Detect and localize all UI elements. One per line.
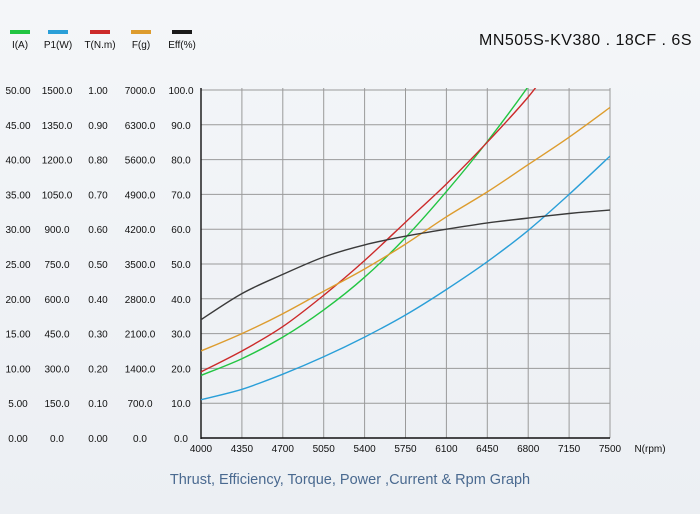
x-tick-label: 6800: [517, 444, 540, 455]
x-tick-label: 4350: [231, 444, 254, 455]
y-tick-label-current: 10.00: [5, 364, 30, 375]
y-tick-label-power: 300.0: [44, 364, 69, 375]
y-tick-label-power: 1050.0: [42, 190, 73, 201]
y-tick-label-efficiency: 70.0: [171, 190, 191, 201]
x-tick-label: 4700: [272, 444, 295, 455]
x-tick-label: 6450: [476, 444, 499, 455]
y-tick-label-power: 1350.0: [42, 121, 73, 132]
y-tick-label-thrust: 3500.0: [125, 260, 156, 271]
series-line-current: [201, 88, 528, 377]
y-tick-label-torque: 1.00: [88, 86, 108, 97]
grid: [200, 88, 611, 439]
series-line-thrust: [201, 106, 610, 352]
y-tick-label-power: 1500.0: [42, 86, 73, 97]
y-tick-label-efficiency: 30.0: [171, 330, 191, 341]
y-tick-label-thrust: 0.0: [133, 434, 147, 445]
y-tick-label-efficiency: 60.0: [171, 225, 191, 236]
y-tick-label-current: 25.00: [5, 260, 30, 271]
y-tick-label-efficiency: 10.0: [171, 399, 191, 410]
y-tick-label-torque: 0.50: [88, 260, 108, 271]
y-tick-label-thrust: 1400.0: [125, 364, 156, 375]
y-tick-label-efficiency: 20.0: [171, 364, 191, 375]
y-tick-label-torque: 0.10: [88, 399, 108, 410]
y-tick-label-power: 450.0: [44, 330, 69, 341]
y-tick-label-current: 40.00: [5, 156, 30, 167]
legend-swatch-thrust: [131, 30, 151, 34]
x-tick-label: 4000: [190, 444, 213, 455]
y-tick-label-efficiency: 90.0: [171, 121, 191, 132]
y-tick-label-thrust: 4200.0: [125, 225, 156, 236]
y-tick-label-torque: 0.80: [88, 156, 108, 167]
series-line-torque: [201, 88, 537, 373]
legend-item-efficiency: Eff(%): [162, 30, 202, 51]
series-line-efficiency: [201, 209, 610, 321]
legend-label-power: P1(W): [43, 40, 73, 51]
chart-title: MN505S-KV380 . 18CF . 6S: [479, 32, 692, 49]
y-tick-label-current: 5.00: [8, 399, 28, 410]
y-tick-label-current: 35.00: [5, 190, 30, 201]
y-tick-label-power: 150.0: [44, 399, 69, 410]
y-tick-label-efficiency: 40.0: [171, 295, 191, 306]
y-tick-label-torque: 0.60: [88, 225, 108, 236]
y-tick-label-thrust: 2800.0: [125, 295, 156, 306]
y-tick-label-power: 0.0: [50, 434, 64, 445]
legend-swatch-current: [10, 30, 30, 34]
y-tick-label-current: 20.00: [5, 295, 30, 306]
x-tick-label: 5750: [394, 444, 417, 455]
series-line-power: [201, 155, 610, 401]
series-lines: [201, 88, 610, 401]
legend-label-current: I(A): [11, 40, 29, 51]
x-tick-label: 7500: [599, 444, 622, 455]
y-tick-label-thrust: 4900.0: [125, 190, 156, 201]
x-tick-label: 6100: [435, 444, 458, 455]
y-tick-label-torque: 0.70: [88, 190, 108, 201]
x-axis-label: N(rpm): [634, 444, 665, 455]
y-tick-label-thrust: 7000.0: [125, 86, 156, 97]
legend-label-torque: T(N.m): [84, 40, 116, 51]
x-tick-label: 7150: [558, 444, 581, 455]
legend-label-thrust: F(g): [131, 40, 151, 51]
y-tick-label-torque: 0.00: [88, 434, 108, 445]
y-tick-label-power: 900.0: [44, 225, 69, 236]
y-tick-label-efficiency: 100.0: [168, 86, 193, 97]
legend-item-torque: T(N.m): [80, 30, 120, 51]
legend-swatch-efficiency: [172, 30, 192, 34]
y-tick-label-efficiency: 50.0: [171, 260, 191, 271]
y-tick-label-efficiency: 80.0: [171, 156, 191, 167]
y-tick-label-thrust: 700.0: [127, 399, 152, 410]
y-tick-label-power: 750.0: [44, 260, 69, 271]
y-tick-label-current: 30.00: [5, 225, 30, 236]
y-tick-label-torque: 0.30: [88, 330, 108, 341]
y-tick-label-torque: 0.40: [88, 295, 108, 306]
legend-swatch-torque: [90, 30, 110, 34]
chart-caption: Thrust, Efficiency, Torque, Power ,Curre…: [169, 472, 531, 488]
y-tick-label-power: 600.0: [44, 295, 69, 306]
y-tick-label-power: 1200.0: [42, 156, 73, 167]
y-tick-label-thrust: 6300.0: [125, 121, 156, 132]
y-tick-label-current: 50.00: [5, 86, 30, 97]
legend-item-power: P1(W): [38, 30, 78, 51]
y-tick-label-thrust: 5600.0: [125, 156, 156, 167]
x-tick-label: 5400: [353, 444, 376, 455]
x-tick-label: 5050: [313, 444, 336, 455]
y-tick-label-efficiency: 0.0: [174, 434, 188, 445]
y-tick-label-current: 0.00: [8, 434, 28, 445]
y-tick-label-current: 45.00: [5, 121, 30, 132]
y-tick-label-current: 15.00: [5, 330, 30, 341]
y-tick-label-torque: 0.20: [88, 364, 108, 375]
legend-label-efficiency: Eff(%): [168, 40, 196, 51]
axes: 4000 4350 4700 5050 5400 5750 6100 6450 6800 7150…: [5, 86, 665, 455]
legend-item-thrust: F(g): [121, 30, 161, 51]
y-tick-label-torque: 0.90: [88, 121, 108, 132]
y-tick-label-thrust: 2100.0: [125, 330, 156, 341]
legend: I(A) P1(W) T(N.m) F(g) Eff(%): [0, 30, 230, 60]
legend-swatch-power: [48, 30, 68, 34]
legend-item-current: I(A): [0, 30, 40, 51]
